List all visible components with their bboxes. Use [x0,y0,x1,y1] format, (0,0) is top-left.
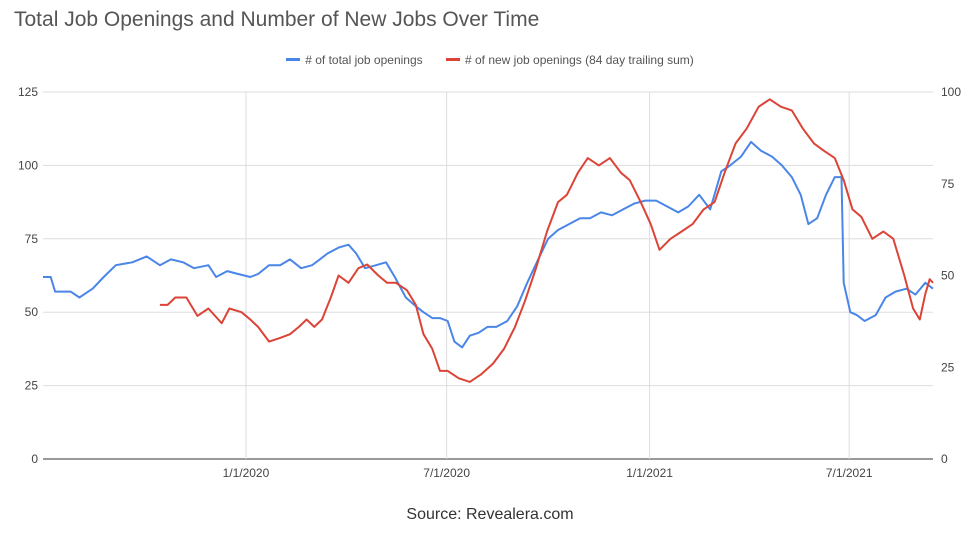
y-right-tick-label: 50 [941,269,955,283]
chart-title: Total Job Openings and Number of New Job… [14,8,540,31]
legend-label-new-openings: # of new job openings (84 day trailing s… [464,52,694,67]
chart-legend: # of total job openings # of new job ope… [0,50,980,67]
x-tick-label: 1/1/2021 [626,466,673,480]
y-left-tick-label: 0 [31,452,38,466]
y-left-tick-label: 100 [18,158,38,172]
y-left-tick-label: 50 [25,305,39,319]
y-right-tick-label: 0 [941,452,948,466]
y-left-tick-label: 125 [18,85,38,99]
source-note: Source: Revealera.com [406,506,574,523]
y-right-tick-label: 75 [941,177,955,191]
x-tick-label: 7/1/2021 [826,466,873,480]
x-tick-label: 7/1/2020 [423,466,470,480]
legend-label-total-openings: # of total job openings [305,52,423,67]
y-left-tick-label: 75 [25,232,39,246]
y-left-tick-label: 25 [25,379,39,393]
y-right-tick-label: 25 [941,360,955,374]
legend-swatch-total-openings [286,58,301,61]
legend-item-total-openings[interactable]: # of total job openings [286,52,423,67]
legend-swatch-new-openings [445,58,460,61]
y-right-tick-label: 100 [941,85,961,99]
series-line-total-openings [43,140,934,349]
legend-item-new-openings[interactable]: # of new job openings (84 day trailing s… [445,52,694,67]
series-line-new-openings [159,98,934,383]
x-tick-label: 1/1/2020 [223,466,270,480]
